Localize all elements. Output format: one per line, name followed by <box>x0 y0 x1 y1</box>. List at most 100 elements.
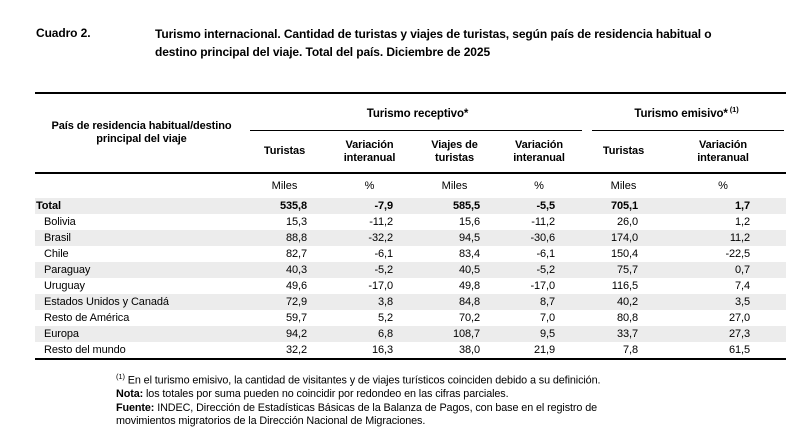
footnotes: (1) En el turismo emisivo, la cantidad d… <box>116 370 800 429</box>
footnote-fuente: Fuente: INDEC, Dirección de Estadísticas… <box>116 402 621 429</box>
row-label: Bolivia <box>44 216 76 228</box>
footnote-definition: (1) En el turismo emisivo, la cantidad d… <box>116 370 800 388</box>
group-underline <box>592 129 785 131</box>
data-cell: 705,1 <box>610 200 639 212</box>
data-cell: 6,8 <box>378 328 393 340</box>
data-cell: 150,4 <box>610 248 639 260</box>
table-row: Resto de América 59,7 5,2 70,2 7,0 80,8 27,0 <box>35 310 786 326</box>
page: Cuadro 2. Turismo internacional. Cantida… <box>0 26 800 433</box>
group-label-emisivo: Turismo emisivo* <box>634 107 728 120</box>
data-cell: 94,5 <box>458 232 480 244</box>
data-cell: -7,9 <box>374 200 393 212</box>
footnote-nota: Nota: los totales por suma pueden no coi… <box>116 388 800 402</box>
group-header-row: País de residencia habitual/destino prin… <box>35 92 787 174</box>
data-cell: 7,0 <box>540 312 556 324</box>
data-cell: 108,7 <box>452 328 480 340</box>
data-cell: 40,3 <box>285 264 307 276</box>
data-cell: -22,5 <box>725 248 751 260</box>
unit-cell-empty <box>35 173 248 198</box>
data-cell: 1,2 <box>735 216 751 228</box>
row-label: Resto del mundo <box>35 342 248 360</box>
tourism-table: País de residencia habitual/destino prin… <box>35 92 787 360</box>
data-cell: 40,2 <box>617 296 639 308</box>
table-row: Uruguay 49,6 -17,0 49,8 -17,0 116,5 7,4 <box>35 278 786 294</box>
unit-cell: % <box>718 180 728 192</box>
data-cell: -17,0 <box>368 280 393 292</box>
unit-cell: Miles <box>441 180 468 192</box>
data-cell: 88,8 <box>285 232 307 244</box>
footnote-marker: (1) <box>116 372 125 381</box>
fuente-text: INDEC, Dirección de Estadísticas Básicas… <box>116 401 598 428</box>
data-cell: 21,9 <box>503 342 588 360</box>
unit-cell: Miles <box>271 180 298 192</box>
table-caption: Cuadro 2. Turismo internacional. Cantida… <box>36 26 800 61</box>
table-row: Total 535,8 -7,9 585,5 -5,5 705,1 1,7 <box>35 198 787 214</box>
data-cell: 49,8 <box>458 280 480 292</box>
data-cell: 72,9 <box>285 296 307 308</box>
data-cell: 7,4 <box>735 280 751 292</box>
row-label: Total <box>36 200 61 212</box>
table-row: Brasil 88,8 -32,2 94,5 -30,6 174,0 11,2 <box>35 230 787 246</box>
data-cell: 94,2 <box>285 328 307 340</box>
table-row: Paraguay 40,3 -5,2 40,5 -5,2 75,7 0,7 <box>35 262 787 278</box>
data-cell: 27,0 <box>729 312 751 324</box>
data-cell: 585,5 <box>452 200 480 212</box>
footnote-definition-text: En el turismo emisivo, la cantidad de vi… <box>124 374 601 387</box>
data-cell: -30,6 <box>530 232 556 244</box>
table-row: Europa 94,2 6,8 108,7 9,5 33,7 27,3 <box>35 326 787 342</box>
row-label: Europa <box>44 328 79 340</box>
data-cell: 49,6 <box>285 280 307 292</box>
data-cell: 116,5 <box>611 280 639 292</box>
data-cell: -5,5 <box>536 200 556 212</box>
data-cell: 5,2 <box>378 312 393 324</box>
column-header-turistas-emisivo: Turistas <box>587 131 673 174</box>
table-row: Resto del mundo 32,2 16,3 38,0 21,9 7,8 61,5 <box>35 342 787 360</box>
data-cell: 80,8 <box>617 312 639 324</box>
data-cell: 61,5 <box>672 342 787 360</box>
group-label-receptivo: Turismo receptivo* <box>366 107 469 120</box>
row-label: Chile <box>44 248 69 260</box>
data-cell: 82,7 <box>285 248 307 260</box>
fuente-label: Fuente: <box>116 401 155 414</box>
data-cell: -6,1 <box>374 248 393 260</box>
data-cell: 27,3 <box>729 328 751 340</box>
data-cell: -5,2 <box>374 264 393 276</box>
table-title: Turismo internacional. Cantidad de turis… <box>155 27 712 59</box>
row-header-cell: País de residencia habitual/destino prin… <box>35 92 248 174</box>
data-cell: 40,5 <box>458 264 480 276</box>
data-cell: 0,7 <box>735 264 751 276</box>
column-header-variacion-receptivo: Variación interanual <box>333 131 418 174</box>
data-cell: 174,0 <box>610 232 639 244</box>
unit-cell: Miles <box>610 180 637 192</box>
data-cell: 84,8 <box>458 296 480 308</box>
column-header-row: Turistas Variación interanual Viajes de … <box>35 131 787 174</box>
nota-label: Nota: <box>116 388 144 401</box>
column-header-variacion-emisivo: Variación interanual <box>672 131 787 174</box>
data-cell: 38,0 <box>418 342 503 360</box>
data-cell: 15,6 <box>458 216 480 228</box>
data-cell: -11,2 <box>369 216 393 228</box>
data-cell: 11,2 <box>729 232 751 244</box>
data-cell: 75,7 <box>617 264 639 276</box>
nota-text: los totales por suma pueden no coincidir… <box>143 388 509 401</box>
data-cell: 70,2 <box>458 312 480 324</box>
data-cell: 8,7 <box>540 296 556 308</box>
data-cell: -5,2 <box>536 264 556 276</box>
table-row: Bolivia 15,3 -11,2 15,6 -11,2 26,0 1,2 <box>35 214 786 230</box>
group-sup-emisivo: (1) <box>727 105 739 115</box>
data-cell: -32,2 <box>368 232 393 244</box>
data-cell: 7,8 <box>587 342 673 360</box>
data-cell: -17,0 <box>530 280 556 292</box>
data-cell: 32,2 <box>248 342 333 360</box>
row-label: Paraguay <box>44 264 91 276</box>
column-header-turistas-receptivo: Turistas <box>248 131 333 174</box>
column-header-viajes-receptivo: Viajes de turistas <box>418 131 503 174</box>
data-cell: 15,3 <box>285 216 307 228</box>
row-label: Resto de América <box>44 312 130 324</box>
unit-cell: % <box>364 180 375 192</box>
data-cell: 59,7 <box>285 312 307 324</box>
data-cell: 3,5 <box>735 296 751 308</box>
data-cell: 16,3 <box>333 342 418 360</box>
row-label: Estados Unidos y Canadá <box>44 296 169 308</box>
data-cell: -11,2 <box>531 216 556 228</box>
